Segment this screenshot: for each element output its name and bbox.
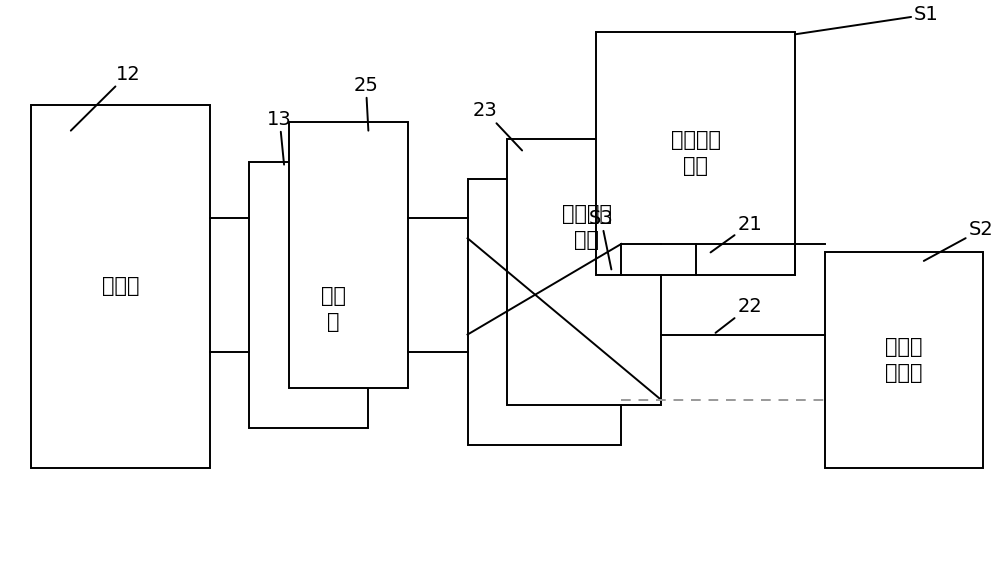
Bar <box>289 122 408 388</box>
Text: 电泳槽: 电泳槽 <box>102 276 139 296</box>
Text: 23: 23 <box>473 102 522 151</box>
Text: 第二制
冷装置: 第二制 冷装置 <box>885 337 923 383</box>
Bar <box>468 179 621 445</box>
Text: 13: 13 <box>267 110 292 164</box>
Text: 22: 22 <box>716 297 762 333</box>
Text: S1: S1 <box>795 5 939 34</box>
Bar <box>31 105 210 468</box>
Text: 21: 21 <box>711 215 762 252</box>
Bar <box>249 162 368 428</box>
Text: 换热
器: 换热 器 <box>321 286 346 332</box>
Text: 回路控制
单元: 回路控制 单元 <box>562 204 612 250</box>
Text: 25: 25 <box>353 76 378 131</box>
Bar <box>507 139 661 405</box>
Text: S3: S3 <box>589 209 613 270</box>
Bar <box>825 252 983 468</box>
Bar <box>596 31 795 275</box>
Text: 第一制冷
装置: 第一制冷 装置 <box>671 130 721 176</box>
Text: S2: S2 <box>924 220 993 261</box>
Text: 12: 12 <box>71 65 140 131</box>
